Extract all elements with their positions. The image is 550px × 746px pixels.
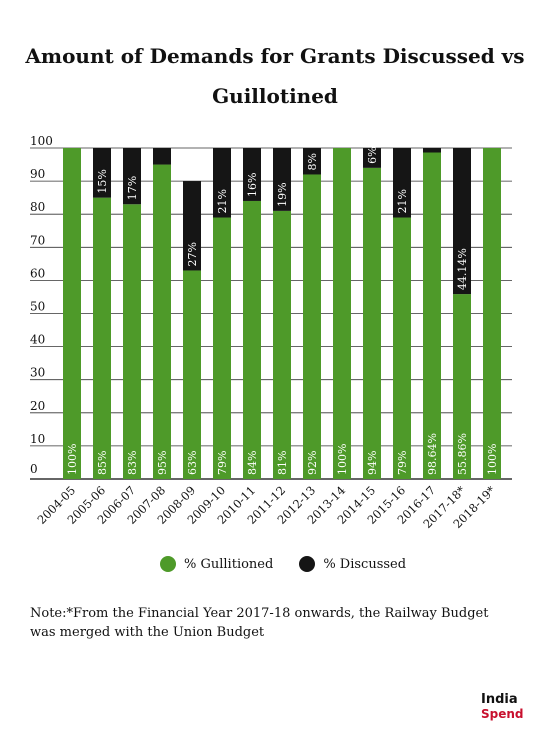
data-label-guillotined: 55.86% (456, 433, 469, 475)
y-tick-label: 50 (30, 300, 45, 314)
bar-discussed (213, 148, 231, 218)
stacked-bar-chart: 0102030405060708090100100%2004-0585%15%2… (30, 134, 512, 531)
y-tick-label: 20 (30, 399, 45, 413)
bar-guillotined (153, 164, 171, 480)
bar-guillotined (273, 210, 291, 479)
bar-guillotined (363, 167, 381, 480)
bar-discussed (123, 148, 141, 205)
data-label-guillotined: 84% (246, 451, 259, 475)
bar-guillotined (483, 148, 501, 479)
data-label-discussed: 16% (246, 173, 259, 197)
y-tick-label: 60 (30, 266, 45, 280)
bar-discussed (303, 148, 321, 175)
logo-line-1: India (481, 692, 518, 707)
data-label-discussed: 15% (96, 169, 109, 193)
legend-label-guillotined: % Gullitioned (184, 556, 274, 572)
data-label-guillotined: 100% (486, 444, 499, 475)
legend-swatch-guillotined (160, 556, 176, 572)
data-label-guillotined: 85% (96, 451, 109, 475)
bar-discussed (423, 148, 441, 153)
chart-legend: % Gullitioned % Discussed (160, 556, 432, 572)
data-label-discussed: 44.14% (456, 248, 469, 290)
data-label-guillotined: 79% (396, 451, 409, 475)
bar-guillotined (63, 148, 81, 479)
y-tick-label: 40 (30, 333, 45, 347)
bar-discussed (393, 148, 411, 218)
data-label-discussed: 8% (306, 153, 319, 170)
data-label-discussed: 27% (186, 242, 199, 266)
y-tick-label: 100 (30, 134, 53, 148)
bar-guillotined (183, 270, 201, 479)
y-tick-label: 10 (30, 432, 45, 446)
indiaspend-logo: India Spend (481, 692, 524, 722)
data-label-discussed: 21% (396, 189, 409, 213)
bar-discussed (183, 181, 201, 271)
bar-guillotined (393, 217, 411, 479)
bar-guillotined (93, 197, 111, 479)
data-label-guillotined: 79% (216, 451, 229, 475)
bar-discussed (153, 148, 171, 165)
bar-discussed (273, 148, 291, 211)
y-tick-label: 80 (30, 200, 45, 214)
y-tick-label: 0 (30, 462, 38, 476)
legend-item-discussed: % Discussed (299, 556, 406, 572)
data-label-discussed: 19% (276, 182, 289, 206)
data-label-guillotined: 83% (126, 451, 139, 475)
legend-swatch-discussed (299, 556, 316, 572)
bar-guillotined (453, 294, 471, 479)
bar-guillotined (303, 174, 321, 480)
legend-label-discussed: % Discussed (323, 556, 407, 572)
data-label-discussed: 6% (366, 146, 379, 163)
bar-discussed (363, 148, 381, 168)
chart-title: Amount of Demands for Grants Discussed v… (25, 44, 525, 108)
data-label-guillotined: 100% (336, 444, 349, 475)
bar-guillotined (243, 200, 261, 479)
bar-guillotined (333, 148, 351, 479)
data-label-guillotined: 98.64% (426, 433, 439, 475)
bar-guillotined (123, 204, 141, 479)
bar-discussed (243, 148, 261, 201)
data-label-discussed: 17% (126, 176, 139, 200)
bar-discussed (453, 148, 471, 295)
y-tick-label: 70 (30, 233, 45, 247)
data-label-guillotined: 92% (306, 451, 319, 475)
data-label-guillotined: 63% (186, 451, 199, 475)
logo-line-2: Spend (481, 707, 524, 721)
bar-guillotined (423, 152, 441, 480)
bar-guillotined (213, 217, 231, 479)
y-tick-label: 30 (30, 366, 45, 380)
footnote: Note:*From the Financial Year 2017-18 on… (30, 606, 489, 640)
data-label-guillotined: 81% (276, 451, 289, 475)
bar-discussed (93, 148, 111, 198)
data-label-discussed: 21% (216, 189, 229, 213)
y-tick-label: 90 (30, 167, 45, 181)
data-label-guillotined: 94% (366, 451, 379, 475)
data-label-guillotined: 100% (66, 444, 79, 475)
data-label-guillotined: 95% (156, 451, 169, 475)
legend-item-guillotined: % Gullitioned (160, 556, 273, 572)
